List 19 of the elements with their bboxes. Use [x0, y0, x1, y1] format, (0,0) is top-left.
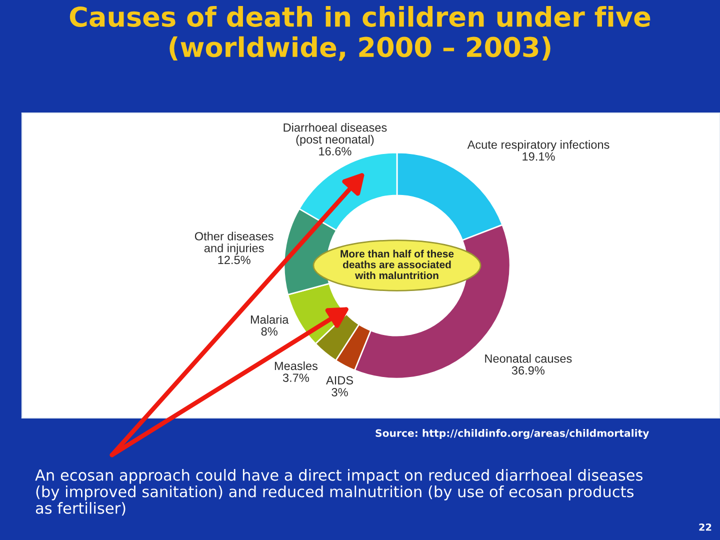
slice-label: Measles [274, 361, 318, 370]
data-label: 12.5% [218, 256, 250, 264]
text: An ecosan approach could have a direct impact on reduced diarrhoeal diseases (by improved sanitation) and reduced malnutrition (by use of ecosan products as fertiliser) [35, 469, 643, 516]
data-label: 3% [332, 388, 348, 396]
text: More than half of these deaths are associated with maluntrition [340, 250, 454, 280]
data-label: 19.1% [522, 152, 555, 161]
chart-title: Causes of death in children under five (worldwide, 2000 – 2003) [70, 6, 650, 61]
slice-label: Malaria [250, 315, 289, 324]
data-label: 16.6% [319, 147, 352, 156]
slice-label: Other diseases and injuries [194, 232, 274, 255]
text: 22 [699, 523, 712, 531]
slice-label: Acute respiratory infections [467, 140, 610, 152]
slice-label: Diarrhoeal diseases (post neonatal) [284, 123, 387, 146]
data-label: 3.7% [282, 374, 309, 382]
data-label: 36.9% [512, 366, 544, 375]
source-note: Source: http://childinfo.org/areas/childmortality [376, 429, 650, 439]
data-label: 8% [261, 327, 278, 336]
slice-label: AIDS [326, 376, 354, 385]
slice-label: Neonatal causes [485, 354, 572, 363]
